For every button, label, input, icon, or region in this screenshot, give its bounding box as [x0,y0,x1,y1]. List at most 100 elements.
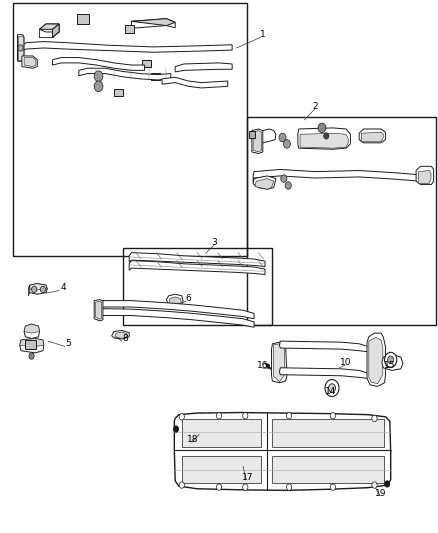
Polygon shape [166,294,183,306]
Polygon shape [300,133,348,148]
Bar [182,419,261,447]
Bar [272,419,384,447]
Polygon shape [253,131,261,152]
Bar [125,25,134,33]
Polygon shape [24,324,39,338]
Circle shape [243,413,248,419]
Circle shape [18,45,23,51]
Text: 4: 4 [61,284,66,292]
Polygon shape [20,338,44,346]
Bar [123,248,272,325]
Polygon shape [253,169,429,184]
Bar [142,60,151,67]
Polygon shape [53,24,59,37]
Polygon shape [174,413,391,490]
Text: 10: 10 [340,358,352,367]
Circle shape [94,81,103,92]
Circle shape [216,484,222,490]
Circle shape [32,286,37,293]
Circle shape [325,379,339,397]
Circle shape [283,140,290,148]
Text: 6: 6 [185,294,191,303]
Polygon shape [255,179,274,189]
Polygon shape [20,338,44,353]
Polygon shape [416,166,434,184]
Text: 19: 19 [375,489,387,497]
Polygon shape [162,77,228,88]
Polygon shape [94,300,103,321]
Polygon shape [24,58,36,67]
Polygon shape [96,309,254,327]
Polygon shape [382,354,403,370]
Polygon shape [24,324,39,333]
Circle shape [29,353,34,359]
Polygon shape [175,63,232,72]
Circle shape [372,415,377,422]
Circle shape [216,413,222,419]
Circle shape [243,484,248,490]
Polygon shape [256,129,276,143]
Circle shape [324,133,329,139]
Polygon shape [53,58,145,70]
Circle shape [388,356,394,364]
Polygon shape [131,19,175,28]
Text: 14: 14 [325,387,336,396]
Polygon shape [369,337,383,384]
Circle shape [372,482,377,488]
Text: 2: 2 [313,102,318,111]
Polygon shape [361,132,383,142]
Polygon shape [279,368,368,378]
Circle shape [385,481,390,487]
Circle shape [286,413,292,419]
Polygon shape [367,333,385,386]
Polygon shape [39,24,59,32]
Polygon shape [129,253,265,266]
Circle shape [285,182,291,189]
Text: 15: 15 [384,361,396,369]
Polygon shape [115,332,127,338]
Circle shape [179,482,184,488]
Polygon shape [28,285,30,296]
Polygon shape [298,128,350,149]
Polygon shape [279,341,368,352]
Bar [151,73,160,80]
Circle shape [286,484,292,490]
Bar [114,89,123,96]
Polygon shape [28,284,47,290]
Polygon shape [131,19,175,26]
Text: 17: 17 [242,473,253,481]
Polygon shape [129,261,265,274]
Polygon shape [169,297,181,305]
Polygon shape [18,35,24,61]
Text: 16: 16 [257,361,268,369]
Circle shape [40,286,46,293]
Bar [25,340,36,349]
Bar [13,3,247,256]
Text: 8: 8 [122,334,128,343]
Polygon shape [112,330,129,339]
Polygon shape [96,301,254,319]
Polygon shape [79,68,171,80]
Circle shape [279,133,286,142]
Circle shape [179,414,184,420]
Circle shape [330,413,336,419]
Bar [272,456,384,483]
Polygon shape [253,176,276,189]
Polygon shape [95,301,102,319]
Circle shape [385,352,397,367]
Circle shape [173,426,179,432]
Bar [77,14,89,24]
Bar [249,131,255,138]
Bar [182,456,261,483]
Text: 5: 5 [65,340,71,348]
Polygon shape [272,342,287,383]
Polygon shape [28,284,47,294]
Circle shape [328,384,336,392]
Polygon shape [418,171,431,183]
Circle shape [94,71,103,82]
Polygon shape [252,129,263,154]
Polygon shape [22,42,232,52]
Bar [247,117,436,325]
Polygon shape [39,24,59,29]
Text: 1: 1 [260,30,266,39]
